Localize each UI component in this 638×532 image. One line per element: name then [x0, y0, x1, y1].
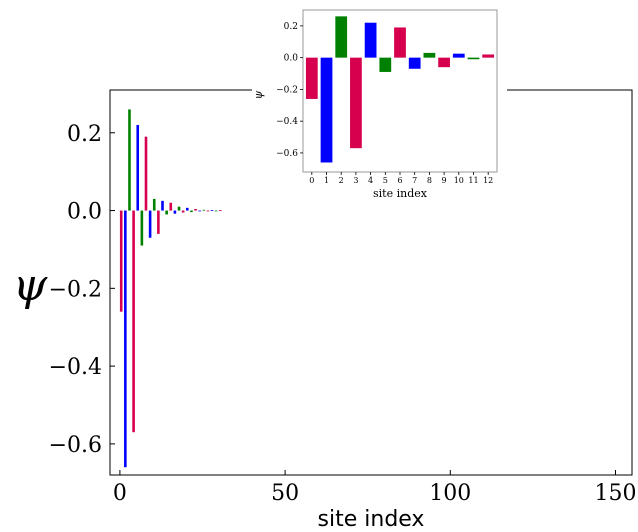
main-bar: [128, 109, 131, 211]
inset-bar: [482, 54, 495, 58]
main-y-tick-label: −0.4: [49, 355, 102, 380]
main-bar: [119, 210, 123, 312]
main-bar: [185, 207, 189, 211]
main-y-tick-label: −0.6: [49, 433, 102, 458]
inset-chart: 0 1 2 3 4 5 6 7 8 9 10 11 12 0.20.0−0.2−0.4−0.6 site…: [252, 2, 507, 202]
main-bar: [132, 210, 135, 433]
inset-bar: [350, 57, 362, 149]
inset-background: [252, 2, 507, 202]
inset-x-tick-label: 3: [353, 176, 358, 185]
inset-x-tick-label: 4: [368, 176, 373, 185]
inset-bar: [379, 57, 392, 72]
main-x-axis-label: site index: [318, 507, 425, 532]
main-bar: [144, 136, 148, 211]
main-bars: [119, 109, 222, 468]
inset-x-tick-label: 7: [412, 176, 417, 185]
inset-x-tick-label: 10: [454, 176, 464, 185]
inset-bar: [394, 27, 406, 58]
main-chart: 0 50 100 150 0.20.0−0.2−0.4−0.6 site index …: [13, 89, 636, 532]
main-bar: [165, 210, 168, 215]
main-bar: [198, 210, 201, 212]
inset-x-tick-label: 5: [383, 176, 388, 185]
main-bar: [177, 206, 181, 211]
main-bar: [173, 210, 177, 214]
main-bar: [152, 198, 156, 211]
inset-y-tick-label: −0.2: [276, 85, 298, 95]
inset-x-axis-label: site index: [373, 187, 428, 200]
main-y-tick-label: 0.0: [67, 200, 102, 225]
inset-bars: [305, 16, 495, 163]
inset-y-tick-label: 0.2: [284, 22, 298, 32]
main-x-tick-label: 150: [594, 481, 636, 506]
main-bar: [181, 210, 185, 213]
inset-bar: [467, 57, 480, 60]
main-bar: [148, 210, 152, 238]
inset-x-tick-label: 2: [339, 176, 344, 185]
inset-y-tick-label: −0.6: [276, 149, 298, 159]
main-bar: [194, 209, 197, 211]
inset-bar: [408, 57, 421, 69]
main-bar: [124, 210, 127, 468]
main-x-tick-label: 100: [429, 481, 471, 506]
inset-x-tick-label: 12: [483, 176, 493, 185]
main-bar: [140, 210, 144, 246]
main-bar: [214, 210, 218, 212]
inset-x-tick-label: 11: [468, 176, 478, 185]
main-bar: [219, 210, 222, 211]
inset-x-tick-label: 0: [309, 176, 314, 185]
inset-y-ticks: 0.2 0.0 −0.2 −0.4 −0.6: [276, 22, 303, 159]
main-bar: [206, 210, 210, 212]
inset-bar: [364, 22, 377, 58]
main-x-tick-label: 50: [271, 481, 299, 506]
main-x-tick-label: 0: [113, 481, 127, 506]
main-y-axis-label: ψ: [13, 260, 48, 311]
main-bar: [136, 125, 140, 211]
inset-bar: [452, 53, 465, 58]
main-bar: [190, 210, 193, 213]
main-x-ticks: 0 50 100 150: [113, 470, 636, 506]
main-bar: [157, 210, 160, 234]
inset-bar: [305, 57, 318, 99]
inset-bar: [423, 52, 436, 58]
inset-bar: [438, 57, 450, 68]
inset-y-tick-label: −0.4: [276, 117, 298, 127]
inset-x-tick-label: 6: [397, 176, 402, 185]
main-bar: [161, 200, 164, 211]
inset-x-ticks: 0 1 2 3 4 5 6 7 8 9 10 11 12: [309, 172, 493, 185]
inset-bar: [320, 57, 333, 163]
main-bar: [202, 209, 206, 211]
inset-x-tick-label: 1: [324, 176, 329, 185]
main-bar: [169, 202, 173, 211]
inset-y-tick-label: 0.0: [284, 54, 299, 64]
main-y-ticks: 0.2 0.0 −0.2 −0.4 −0.6: [49, 122, 115, 458]
inset-x-tick-label: 9: [442, 176, 447, 185]
main-bar: [210, 210, 214, 211]
main-y-tick-label: −0.2: [49, 277, 102, 302]
inset-y-axis-label: ψ: [252, 90, 265, 99]
inset-bar: [335, 16, 348, 58]
main-y-tick-label: 0.2: [67, 122, 102, 147]
inset-x-tick-label: 8: [427, 176, 432, 185]
